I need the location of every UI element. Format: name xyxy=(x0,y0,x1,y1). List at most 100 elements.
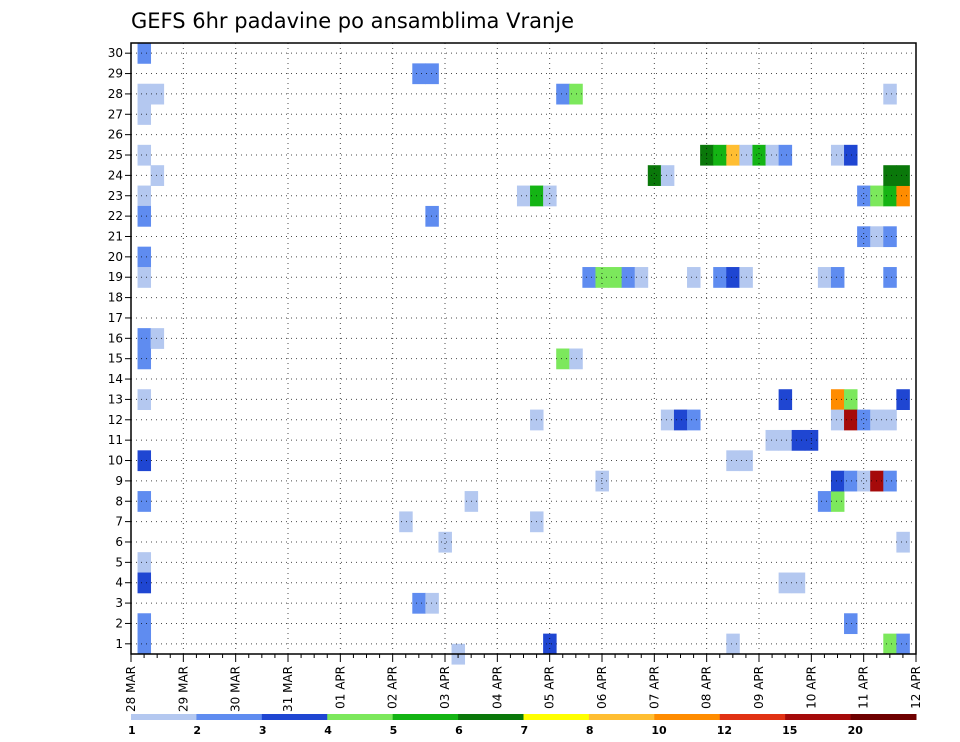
heatmap-cell xyxy=(137,43,152,64)
x-tick-label: 30 MAR xyxy=(229,666,243,712)
heatmap-cell xyxy=(137,83,152,105)
y-tick-label: 9 xyxy=(115,474,123,488)
y-tick-label: 15 xyxy=(108,352,123,366)
heatmap-cell xyxy=(425,63,439,85)
colorbar-label: 8 xyxy=(586,724,594,737)
y-tick-label: 7 xyxy=(115,515,123,529)
heatmap-cell xyxy=(844,409,858,431)
heatmap-cell xyxy=(817,267,832,288)
colorbar-label: 3 xyxy=(259,724,267,737)
colorbar-segment xyxy=(196,714,263,720)
heatmap-cell xyxy=(830,409,845,431)
heatmap-cell xyxy=(817,491,832,512)
y-tick-label: 28 xyxy=(108,87,123,101)
heatmap-cell xyxy=(137,613,152,635)
heatmap-cell xyxy=(516,185,531,207)
y-tick-label: 4 xyxy=(115,576,123,590)
x-tick-label: 28 MAR xyxy=(124,666,138,712)
heatmap-cell xyxy=(412,592,426,614)
colorbar-segment xyxy=(785,714,852,720)
grid-layer xyxy=(131,43,916,654)
heatmap-cell xyxy=(150,328,165,349)
y-axis: 1234567891011121314151617181920212223242… xyxy=(108,46,131,651)
heatmap-cell xyxy=(687,267,701,288)
y-tick-label: 25 xyxy=(108,148,123,162)
heatmap-cell xyxy=(830,470,845,492)
heatmap-cell xyxy=(883,470,897,492)
heatmap-cell xyxy=(150,83,165,105)
y-tick-label: 22 xyxy=(108,209,123,223)
heatmap-cell xyxy=(883,226,897,248)
y-tick-label: 12 xyxy=(108,413,123,427)
x-tick-label: 31 MAR xyxy=(281,666,295,712)
heatmap-cell xyxy=(765,144,780,166)
heatmap-cell xyxy=(778,389,793,410)
heatmap-cell xyxy=(752,144,766,166)
heatmap-cell xyxy=(660,165,675,186)
colorbar-label: 7 xyxy=(521,724,529,737)
heatmap-cell xyxy=(595,267,609,288)
heatmap-cell xyxy=(137,104,152,125)
y-tick-label: 11 xyxy=(108,433,123,447)
colorbar-segment xyxy=(131,714,197,720)
heatmap-cell xyxy=(857,470,871,492)
heatmap-cell xyxy=(556,83,570,105)
y-tick-label: 3 xyxy=(115,596,123,610)
cells-layer xyxy=(137,43,910,665)
heatmap-cell xyxy=(726,267,740,288)
heatmap-cell xyxy=(399,511,413,533)
heatmap-cell xyxy=(137,205,152,227)
colorbar-label: 15 xyxy=(782,724,797,737)
heatmap-cell xyxy=(883,633,897,655)
heatmap-cell xyxy=(830,144,845,166)
colorbar: 1 2 3 4 5 6 7 8 10 12 15 20 xyxy=(128,714,917,737)
heatmap-cell xyxy=(844,389,858,410)
colorbar-segment xyxy=(458,714,524,720)
heatmap-cell xyxy=(844,613,858,635)
x-tick-label: 02 APR xyxy=(386,666,400,709)
plot-frame xyxy=(130,42,917,655)
heatmap-cell xyxy=(896,165,910,186)
heatmap-cell xyxy=(791,572,806,594)
heatmap-cell xyxy=(830,267,845,288)
x-tick-label: 06 APR xyxy=(595,666,609,709)
heatmap-cell xyxy=(425,592,439,614)
y-tick-label: 8 xyxy=(115,494,123,508)
colorbar-segment xyxy=(850,714,917,720)
colorbar-segment xyxy=(392,714,459,720)
heatmap-cell xyxy=(621,267,636,288)
y-tick-label: 13 xyxy=(108,392,123,406)
heatmap-cell xyxy=(556,348,570,370)
heatmap-cell xyxy=(647,165,662,186)
heatmap-cell xyxy=(883,83,897,105)
heatmap-cell xyxy=(830,389,845,410)
x-tick-label: 29 MAR xyxy=(176,666,190,712)
x-tick-label: 04 APR xyxy=(490,666,504,709)
colorbar-label: 4 xyxy=(324,724,332,737)
heatmap-cell xyxy=(137,185,152,207)
heatmap-cell xyxy=(582,267,596,288)
heatmap-cell xyxy=(791,429,806,451)
x-tick-label: 08 APR xyxy=(700,666,714,709)
heatmap-cell xyxy=(543,633,557,655)
chart-title: GEFS 6hr padavine po ansamblima Vranje xyxy=(131,9,574,33)
heatmap-cell xyxy=(726,450,740,472)
y-tick-label: 5 xyxy=(115,555,123,569)
y-tick-label: 17 xyxy=(108,311,123,325)
y-tick-label: 19 xyxy=(108,270,123,284)
heatmap-cell xyxy=(844,144,858,166)
colorbar-segment xyxy=(327,714,394,720)
colorbar-label: 12 xyxy=(717,724,732,737)
heatmap-cell xyxy=(150,165,165,186)
y-tick-label: 6 xyxy=(115,535,123,549)
heatmap-cell xyxy=(896,531,910,553)
heatmap-cell xyxy=(687,409,701,431)
heatmap-cell xyxy=(137,552,152,573)
heatmap-cell xyxy=(137,267,152,288)
y-tick-label: 21 xyxy=(108,229,123,243)
colorbar-label: 2 xyxy=(193,724,201,737)
x-axis: 28 MAR 29 MAR 30 MAR 31 MAR 01 APR 02 APR 03 A… xyxy=(124,654,923,712)
heatmap-cell xyxy=(857,185,871,207)
heatmap-cell xyxy=(713,267,727,288)
